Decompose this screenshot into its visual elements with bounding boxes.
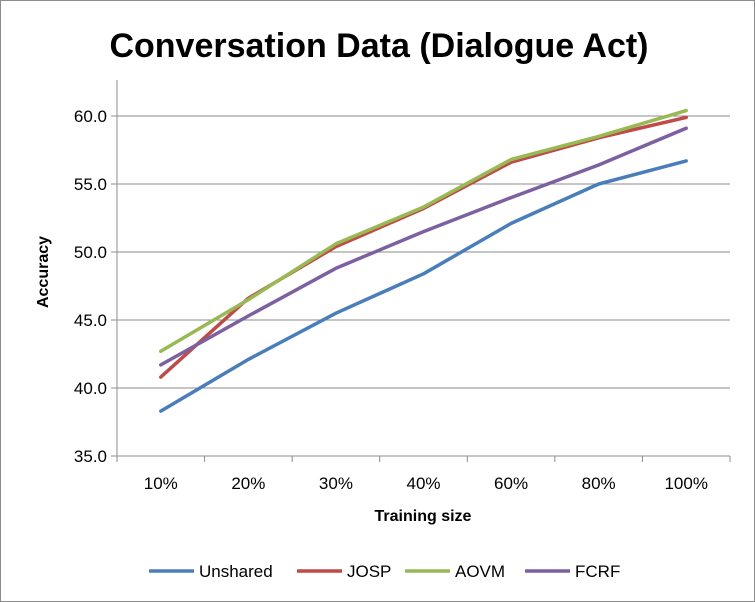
series-line-unshared: [159, 159, 688, 413]
y-tick-label: 35.0: [74, 447, 107, 466]
x-tick-label: 60%: [494, 474, 528, 493]
y-axis-title: Accuracy: [35, 236, 52, 308]
series-line-aovm: [159, 108, 688, 354]
legend: Unshared JOSP AOVM FCRF: [149, 562, 620, 581]
x-tick-label: 20%: [231, 474, 265, 493]
x-tick-label: 100%: [664, 474, 707, 493]
series-line-fcrf: [159, 126, 688, 367]
series-line-josp: [159, 115, 688, 379]
x-tick-label: 80%: [582, 474, 616, 493]
x-tick-labels: 10% 20% 30% 40% 60% 80% 100%: [116, 456, 731, 493]
legend-label-josp: JOSP: [347, 562, 391, 581]
y-tick-label: 50.0: [74, 243, 107, 262]
x-tick-label: 40%: [406, 474, 440, 493]
axes: [116, 80, 730, 457]
y-tick-label: 45.0: [74, 311, 107, 330]
chart-title: Conversation Data (Dialogue Act): [109, 27, 648, 65]
y-tick-label: 60.0: [74, 107, 107, 126]
y-tick-labels: 35.0 40.0 45.0 50.0 55.0 60.0: [74, 107, 117, 466]
gridlines: [117, 115, 730, 389]
legend-label-fcrf: FCRF: [575, 562, 620, 581]
series-lines: [159, 108, 688, 413]
x-axis-title: Training size: [375, 508, 472, 525]
legend-label-aovm: AOVM: [455, 562, 505, 581]
legend-label-unshared: Unshared: [199, 562, 273, 581]
y-tick-label: 55.0: [74, 175, 107, 194]
y-tick-label: 40.0: [74, 379, 107, 398]
x-tick-label: 30%: [319, 474, 353, 493]
x-tick-label: 10%: [144, 474, 178, 493]
